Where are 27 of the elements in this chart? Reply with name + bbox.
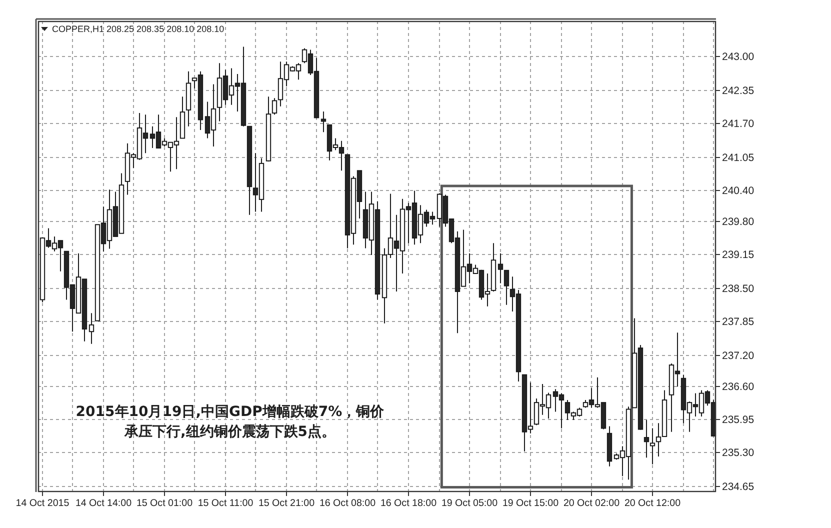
x-tick-label: 14 Oct 2015 <box>16 498 70 509</box>
x-tick-label: 16 Oct 08:00 <box>319 498 376 509</box>
x-tick-label: 20 Oct 12:00 <box>624 498 682 509</box>
y-tick-label: 241.05 <box>722 152 754 164</box>
y-tick-label: 235.95 <box>722 414 754 426</box>
x-tick-label: 20 Oct 02:00 <box>563 498 620 509</box>
x-tick-label: 19 Oct 05:00 <box>441 498 498 509</box>
x-tick-label: 14 Oct 14:00 <box>75 498 132 509</box>
y-tick-label: 237.85 <box>722 316 754 328</box>
y-tick-label: 243.00 <box>722 51 754 64</box>
x-tick-label: 15 Oct 01:00 <box>136 498 194 509</box>
x-tick-label: 16 Oct 18:00 <box>380 498 438 509</box>
y-tick-label: 239.80 <box>722 216 754 228</box>
y-tick-label: 238.50 <box>722 283 754 296</box>
x-tick-label: 15 Oct 21:00 <box>258 498 316 509</box>
chart-title: COPPER,H1 208.25 208.35 208.10 208.10 <box>52 24 224 34</box>
y-tick-label: 235.30 <box>722 447 754 460</box>
y-tick-label: 242.35 <box>722 85 754 98</box>
y-tick-label: 237.20 <box>722 350 754 362</box>
y-tick-label: 241.70 <box>722 118 754 130</box>
y-tick-label: 239.15 <box>722 249 754 262</box>
x-tick-label: 15 Oct 11:00 <box>198 498 254 509</box>
annotation: 2015年10月19日,中国GDP增幅跌破7%，铜价承压下行,纽约铜价震荡下跌5点。 <box>76 404 386 440</box>
y-tick-label: 240.40 <box>722 185 754 198</box>
y-tick-label: 236.60 <box>722 381 754 394</box>
x-tick-label: 19 Oct 15:00 <box>502 498 560 509</box>
y-tick-label: 234.65 <box>722 481 754 494</box>
